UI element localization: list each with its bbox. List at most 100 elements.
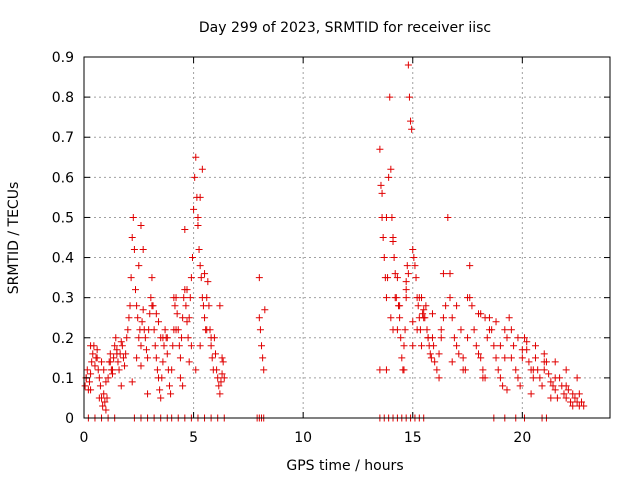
data-point bbox=[255, 314, 263, 322]
data-point bbox=[194, 221, 202, 229]
data-point bbox=[376, 145, 384, 153]
data-point bbox=[405, 93, 413, 101]
data-point bbox=[127, 274, 135, 282]
data-point bbox=[516, 382, 524, 390]
data-point bbox=[477, 354, 485, 362]
data-point bbox=[191, 173, 199, 181]
data-point bbox=[437, 326, 445, 334]
y-tick-label: 0.4 bbox=[52, 251, 74, 267]
data-point bbox=[129, 213, 137, 221]
data-point bbox=[564, 386, 572, 394]
data-point bbox=[409, 342, 417, 350]
data-point bbox=[91, 362, 99, 370]
data-point bbox=[547, 378, 555, 386]
data-point bbox=[141, 334, 149, 342]
data-point bbox=[442, 302, 450, 310]
data-point bbox=[501, 326, 509, 334]
data-point bbox=[208, 354, 216, 362]
data-point bbox=[418, 342, 426, 350]
data-point bbox=[133, 354, 141, 362]
data-point bbox=[190, 205, 198, 213]
data-point bbox=[146, 310, 154, 318]
data-point bbox=[176, 374, 184, 382]
data-point bbox=[578, 398, 586, 406]
data-point bbox=[408, 125, 416, 133]
data-point bbox=[135, 334, 143, 342]
data-point bbox=[538, 382, 546, 390]
data-point bbox=[404, 61, 412, 69]
data-point bbox=[102, 406, 110, 414]
data-point bbox=[201, 314, 209, 322]
data-point bbox=[178, 334, 186, 342]
data-point bbox=[439, 314, 447, 322]
data-point bbox=[446, 270, 454, 278]
data-point bbox=[110, 354, 118, 362]
data-point bbox=[382, 294, 390, 302]
data-point bbox=[139, 306, 147, 314]
data-point bbox=[571, 394, 579, 402]
x-tick-label: 5 bbox=[189, 430, 198, 446]
data-point bbox=[536, 374, 544, 382]
data-point bbox=[215, 382, 223, 390]
data-point bbox=[404, 270, 412, 278]
data-point bbox=[413, 326, 421, 334]
data-point bbox=[213, 366, 221, 374]
data-point bbox=[569, 390, 577, 398]
data-point bbox=[185, 314, 193, 322]
data-point bbox=[391, 270, 399, 278]
data-point bbox=[137, 221, 145, 229]
data-point bbox=[126, 302, 134, 310]
data-point bbox=[446, 294, 454, 302]
data-point bbox=[153, 366, 161, 374]
x-tick-label: 10 bbox=[294, 430, 312, 446]
data-point bbox=[139, 246, 147, 254]
data-point bbox=[85, 378, 93, 386]
data-point bbox=[547, 394, 555, 402]
data-point bbox=[118, 342, 126, 350]
data-point bbox=[187, 342, 195, 350]
y-tick-label: 0.6 bbox=[52, 170, 74, 186]
data-point bbox=[521, 334, 529, 342]
data-point bbox=[412, 274, 420, 282]
data-point bbox=[529, 374, 537, 382]
data-point bbox=[158, 374, 166, 382]
x-tick-label: 15 bbox=[404, 430, 422, 446]
data-point bbox=[529, 366, 537, 374]
data-point bbox=[402, 294, 410, 302]
data-point bbox=[386, 93, 394, 101]
data-point bbox=[144, 390, 152, 398]
data-point bbox=[490, 342, 498, 350]
data-point bbox=[494, 366, 502, 374]
data-point bbox=[163, 350, 171, 358]
data-point bbox=[87, 386, 95, 394]
data-point bbox=[192, 153, 200, 161]
x-tick-label: 20 bbox=[513, 430, 531, 446]
data-point bbox=[214, 374, 222, 382]
data-point bbox=[378, 189, 386, 197]
data-point bbox=[117, 382, 125, 390]
data-point bbox=[176, 354, 184, 362]
axis-ticks: 0 0.1 0.2 0.3 0.4 0.5 0.6 0.7 0.8 0.9 0 5 10 15 20 bbox=[52, 50, 610, 446]
data-point bbox=[479, 374, 487, 382]
data-point bbox=[128, 378, 136, 386]
data-point bbox=[424, 334, 432, 342]
data-point bbox=[496, 374, 504, 382]
data-point bbox=[100, 390, 108, 398]
data-point bbox=[112, 334, 120, 342]
data-point bbox=[562, 394, 570, 402]
data-point bbox=[435, 350, 443, 358]
data-point bbox=[512, 366, 520, 374]
data-point bbox=[186, 294, 194, 302]
data-point bbox=[117, 338, 125, 346]
data-point bbox=[135, 262, 143, 270]
data-point bbox=[551, 374, 559, 382]
data-point bbox=[453, 302, 461, 310]
data-point bbox=[150, 326, 158, 334]
data-point bbox=[472, 342, 480, 350]
data-point bbox=[87, 342, 95, 350]
data-point bbox=[379, 234, 387, 241]
y-tick-label: 0.1 bbox=[52, 371, 74, 387]
data-point bbox=[411, 262, 419, 270]
data-point bbox=[398, 354, 406, 362]
data-point bbox=[514, 334, 522, 342]
